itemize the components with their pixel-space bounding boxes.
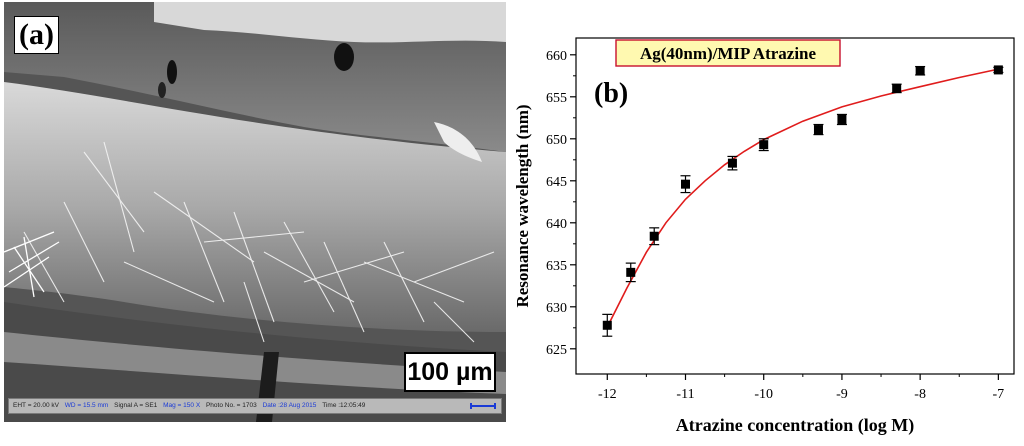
data-point: [649, 231, 659, 241]
data-point: [892, 83, 902, 93]
info-date: Date :28 Aug 2015: [262, 402, 317, 409]
info-photo: Photo No. = 1703: [205, 402, 257, 409]
data-point: [813, 125, 823, 135]
info-signal: Signal A = SE1: [114, 402, 158, 409]
x-tick-label: -7: [993, 387, 1005, 402]
data-points: [602, 65, 1004, 337]
y-axis-ticks: 625 630 635 640 645 650 655 660: [546, 49, 576, 358]
x-axis-ticks: -12 -11 -10 -9 -8 -7: [598, 374, 1004, 402]
info-eht: EHT = 20.00 kV: [13, 402, 59, 409]
chart-title: Ag(40nm)/MIP Atrazine: [640, 44, 817, 63]
x-tick-label: -10: [754, 387, 773, 402]
sem-micrograph: [4, 2, 506, 422]
data-point: [837, 114, 847, 124]
data-point: [626, 267, 636, 277]
y-tick-label: 630: [546, 301, 567, 316]
x-tick-label: -12: [598, 387, 617, 402]
sem-info-bar: EHT = 20.00 kV WD = 15.5 mm Signal A = S…: [8, 398, 502, 414]
y-tick-label: 645: [546, 175, 567, 190]
plot-frame: [575, 37, 1015, 375]
data-point: [602, 320, 612, 330]
fit-curve: [606, 68, 999, 328]
chart-title-box: [615, 39, 841, 67]
scale-bar-line: [470, 403, 496, 409]
data-point: [915, 66, 925, 76]
info-mag: Mag = 150 X: [163, 402, 201, 409]
info-wd: WD = 15.5 mm: [64, 402, 109, 409]
panel-a-label: (a): [14, 16, 59, 54]
x-tick-label: -9: [836, 387, 848, 402]
data-point: [727, 158, 737, 168]
y-tick-label: 655: [546, 91, 567, 106]
scale-bar-label: 100 µm: [404, 352, 496, 392]
y-tick-label: 635: [546, 259, 567, 274]
y-tick-label: 650: [546, 133, 567, 148]
x-axis-label: Atrazine concentration (log M): [676, 415, 914, 436]
resonance-chart: 625 630 635 640 645 650 655 660 -12 -11 -10 -9 -8 -7…: [513, 37, 1015, 436]
y-tick-label: 640: [546, 217, 567, 232]
y-axis-label: Resonance wavelength (nm): [513, 104, 532, 307]
x-tick-label: -8: [914, 387, 926, 402]
data-point: [993, 65, 1003, 75]
x-tick-label: -11: [676, 387, 694, 402]
panel-b-label: (b): [594, 78, 628, 109]
data-point: [681, 179, 690, 189]
info-time: Time :12:05:49: [322, 402, 366, 409]
y-tick-label: 625: [546, 343, 567, 358]
sem-image-panel: (a) 100 µm EHT = 20.00 kV WD = 15.5 mm S…: [4, 2, 506, 422]
y-tick-label: 660: [546, 49, 567, 64]
data-point: [759, 140, 769, 150]
